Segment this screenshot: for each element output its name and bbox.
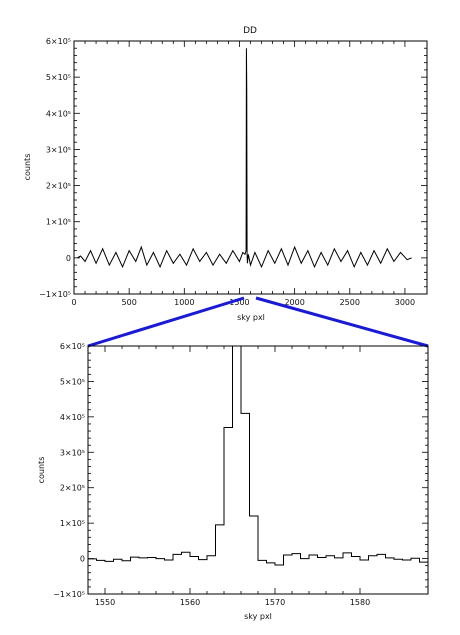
chart-title: DD xyxy=(243,26,257,36)
y-tick-label: 5×10⁵ xyxy=(60,377,85,386)
x-tick-label: 1000 xyxy=(174,298,194,307)
x-tick-label: 1500 xyxy=(229,298,249,307)
y-tick-label: 1×10⁵ xyxy=(60,519,85,528)
y-tick-label: −1×10⁵ xyxy=(53,590,85,599)
y-tick-label: 3×10⁵ xyxy=(46,145,71,154)
x-tick-label: 1580 xyxy=(350,598,370,607)
zoom-connector-right xyxy=(255,296,429,348)
x-tick-label: 500 xyxy=(122,298,137,307)
y-tick-label: 0 xyxy=(80,555,85,564)
x-tick-label: 0 xyxy=(71,298,76,307)
y-axis-label: counts xyxy=(37,457,46,484)
y-tick-label: 1×10⁵ xyxy=(46,218,71,227)
y-tick-label: 2×10⁵ xyxy=(46,182,71,191)
tick-labels: 0 500 1000 1500 2000 2500 3000−1×10⁵01×10⁵2×10… xyxy=(39,37,415,307)
x-tick-label: 1570 xyxy=(265,598,285,607)
y-tick-label: 2×10⁵ xyxy=(60,484,85,493)
full-spectrum-panel: DD 0 500 1000 1500 2000 2500 3000−1×10⁵01×10⁵2… xyxy=(23,26,428,322)
x-tick-label: 3000 xyxy=(395,298,415,307)
y-tick-label: −1×10⁵ xyxy=(39,290,71,299)
x-tick-label: 2500 xyxy=(340,298,360,307)
tick-labels: 1550 1560 1570 1580 −1×10⁵ 0 1×10⁵ 2×10⁵ 3×10⁵ 4×… xyxy=(53,342,370,607)
axis-ticks xyxy=(73,40,427,295)
y-tick-label: 6×10⁵ xyxy=(46,37,71,46)
x-tick-label: 2000 xyxy=(284,298,304,307)
y-tick-label: 4×10⁵ xyxy=(46,109,71,118)
zoom-histogram-line xyxy=(88,345,428,566)
y-axis-label: counts xyxy=(23,154,32,181)
y-tick-label: 5×10⁵ xyxy=(46,73,71,82)
y-tick-label: 6×10⁵ xyxy=(60,342,85,351)
axis-ticks xyxy=(88,345,428,595)
x-axis-label: sky pxl xyxy=(244,612,272,621)
y-tick-label: 3×10⁵ xyxy=(60,448,85,457)
spectrum-line xyxy=(77,48,412,269)
y-tick-label: 4×10⁵ xyxy=(60,413,85,422)
y-tick-label: 0 xyxy=(66,254,71,263)
zoom-panel: 1550 1560 1570 1580 −1×10⁵ 0 1×10⁵ 2×10⁵ 3×10⁵ 4×… xyxy=(37,342,429,621)
x-tick-label: 1550 xyxy=(95,598,115,607)
x-tick-label: 1560 xyxy=(180,598,200,607)
x-axis-label: sky pxl xyxy=(237,313,265,322)
zoom-connector-left xyxy=(87,296,245,348)
